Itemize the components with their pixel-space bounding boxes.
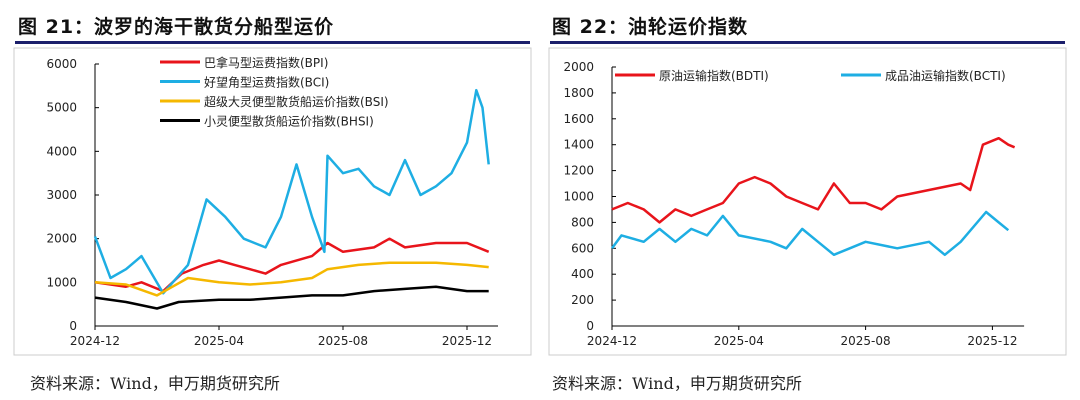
x-tick-label: 2025-04 [194, 334, 244, 348]
y-tick-label: 0 [69, 319, 77, 333]
y-tick-label: 1800 [563, 86, 594, 100]
legend-label: 超级大灵便型散货船运价指数(BSI) [204, 94, 389, 109]
x-tick-label: 2025-08 [841, 334, 891, 348]
y-tick-label: 1600 [563, 112, 594, 126]
x-tick-label: 2024-12 [70, 334, 120, 348]
y-tick-label: 600 [571, 241, 594, 255]
source-left: 资料来源：Wind，申万期货研究所 [30, 374, 280, 393]
legend-label: 原油运输指数(BDTI) [659, 68, 769, 83]
title-rule-left [15, 41, 530, 44]
series-line [94, 261, 489, 297]
y-tick-label: 1000 [46, 275, 77, 289]
source-right: 资料来源：Wind，申万期货研究所 [552, 374, 802, 393]
x-tick-label: 2025-08 [318, 334, 368, 348]
y-tick-label: 0 [586, 319, 594, 333]
y-tick-label: 1200 [563, 164, 594, 178]
y-tick-label: 800 [571, 215, 594, 229]
plot-frame [548, 47, 1067, 356]
y-tick-label: 1000 [563, 190, 594, 204]
x-tick-label: 2024-12 [587, 334, 637, 348]
x-tick-label: 2025-12 [442, 334, 492, 348]
legend-label: 巴拿马型运费指数(BPI) [204, 55, 328, 70]
series-line [610, 210, 1010, 257]
x-tick-label: 2025-04 [714, 334, 764, 348]
chart-title-right: 图 22：油轮运价指数 [552, 16, 749, 38]
y-tick-label: 400 [571, 267, 594, 281]
y-tick-label: 1400 [563, 138, 594, 152]
legend-label: 小灵便型散货船运价指数(BHSI) [204, 114, 374, 129]
legend-label: 成品油运输指数(BCTI) [885, 68, 1006, 83]
series-line [611, 136, 1016, 224]
tanker-chart: 0 200 400 600 800 1000 1200 1400 1600 1800 2000 202… [548, 47, 1067, 356]
y-tick-label: 200 [571, 293, 594, 307]
legend-label: 好望角型运费指数(BCI) [204, 75, 329, 90]
chart-title-left: 图 21：波罗的海干散货分船型运价 [18, 16, 335, 38]
y-tick-label: 6000 [46, 57, 77, 71]
series-line [94, 285, 489, 310]
y-tick-label: 5000 [46, 101, 77, 115]
y-tick-label: 4000 [46, 144, 77, 158]
y-tick-label: 2000 [563, 60, 594, 74]
plot-frame [13, 47, 532, 356]
x-tick-label: 2025-12 [967, 334, 1017, 348]
series-line [93, 88, 490, 295]
series-line [94, 237, 490, 293]
title-rule-right [550, 41, 1065, 44]
y-tick-label: 3000 [46, 188, 77, 202]
y-tick-label: 2000 [46, 232, 77, 246]
dry-bulk-chart: 0 1000 2000 3000 4000 5000 6000 2024-12 2025-04 2… [13, 47, 532, 356]
